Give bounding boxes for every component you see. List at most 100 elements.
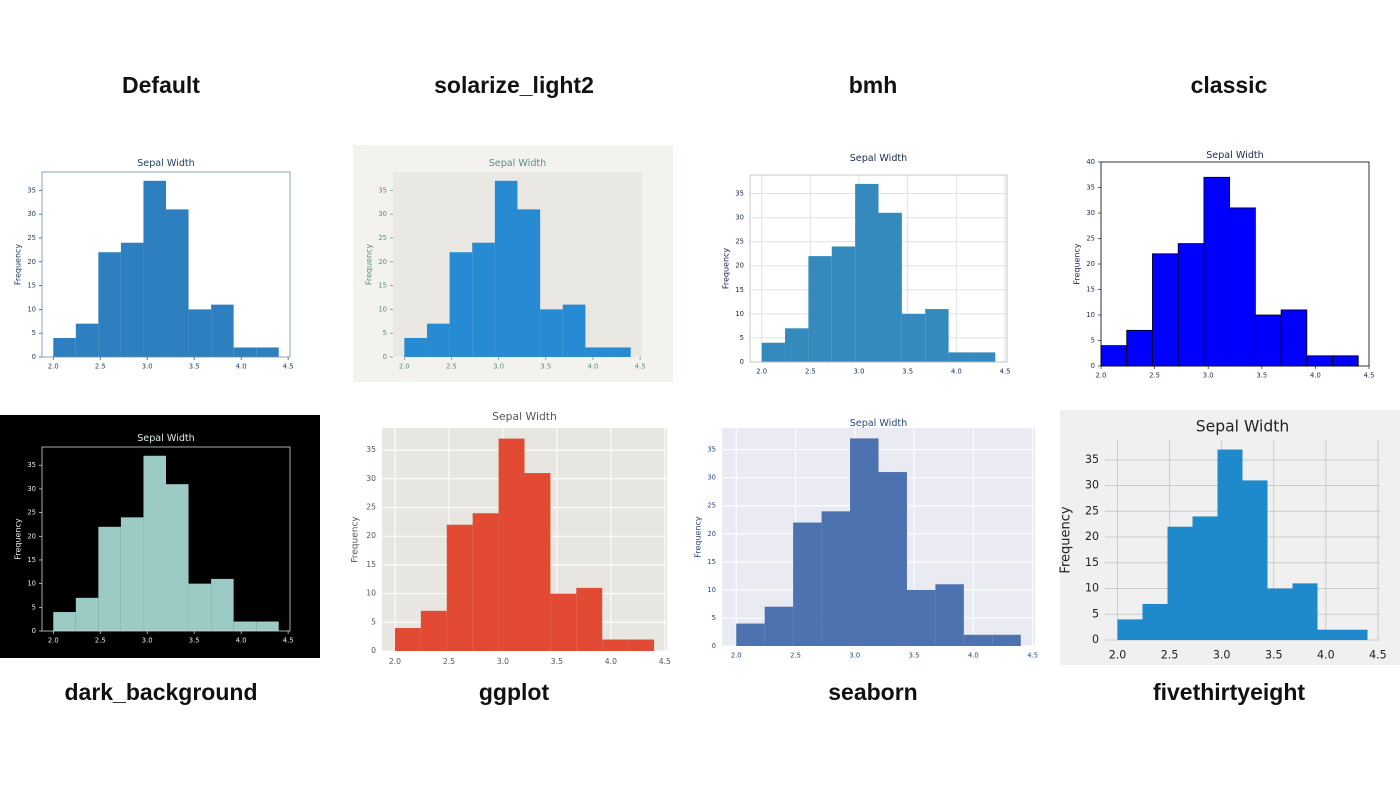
style-caption: Default (122, 72, 200, 98)
bar (143, 455, 166, 631)
x-tick-label: 2.0 (731, 652, 742, 660)
y-tick-label: 5 (712, 614, 716, 622)
y-tick-label: 25 (1085, 504, 1099, 517)
bar (906, 589, 936, 646)
bar (524, 473, 551, 651)
x-tick-label: 2.5 (1149, 372, 1160, 380)
style-caption: dark_background (65, 679, 258, 705)
x-tick-label: 3.0 (142, 363, 153, 371)
style-caption: ggplot (479, 679, 550, 705)
y-tick-label: 15 (27, 556, 36, 564)
y-axis-label: Frequency (14, 244, 23, 286)
y-tick-label: 35 (378, 186, 387, 194)
bar (1203, 176, 1231, 367)
y-tick-label: 35 (707, 446, 716, 454)
y-tick-label: 20 (735, 262, 744, 270)
bar (166, 484, 189, 631)
y-tick-label: 30 (366, 474, 376, 483)
y-tick-label: 20 (1085, 530, 1099, 543)
bar (143, 180, 166, 357)
bar (855, 183, 879, 362)
bar (98, 252, 121, 357)
y-tick-label: 0 (371, 646, 376, 655)
bar (211, 304, 234, 357)
bar (628, 639, 655, 651)
x-tick-label: 4.5 (1000, 368, 1011, 376)
bar (498, 438, 525, 651)
style-caption: solarize_light2 (434, 72, 594, 98)
bar (540, 309, 563, 357)
x-tick-label: 3.0 (493, 363, 504, 371)
bar (472, 242, 495, 357)
bar (1117, 619, 1143, 640)
chart-title: Sepal Width (137, 158, 195, 169)
y-tick-label: 5 (371, 617, 376, 626)
y-tick-label: 5 (32, 603, 36, 611)
bar (1242, 480, 1268, 640)
bar (925, 309, 949, 362)
axes-frame (749, 174, 1008, 363)
bar (120, 517, 144, 631)
bar (420, 610, 447, 651)
y-tick-label: 20 (1086, 260, 1095, 268)
y-tick-label: 35 (27, 461, 36, 469)
x-tick-label: 3.0 (1203, 372, 1214, 380)
bar (1177, 243, 1205, 367)
y-axis-label: Frequency (722, 248, 731, 290)
y-tick-label: 15 (735, 286, 744, 294)
x-tick-label: 4.0 (1317, 649, 1335, 662)
x-tick-label: 2.0 (1109, 649, 1127, 662)
bar (1100, 345, 1128, 367)
bar (935, 584, 964, 646)
y-tick-label: 10 (27, 305, 36, 313)
y-tick-label: 0 (32, 353, 36, 361)
x-tick-label: 4.0 (968, 652, 979, 660)
y-tick-label: 25 (735, 238, 744, 246)
bar (901, 313, 926, 362)
y-tick-label: 35 (27, 186, 36, 194)
bar (808, 256, 832, 362)
bar (1280, 309, 1308, 367)
y-tick-label: 5 (1091, 337, 1095, 345)
y-tick-label: 30 (27, 485, 36, 493)
y-tick-label: 25 (707, 502, 716, 510)
bar (971, 352, 996, 362)
chart-title: Sepal Width (1196, 418, 1290, 436)
x-tick-label: 3.5 (902, 368, 913, 376)
y-tick-label: 0 (32, 627, 36, 635)
bar (166, 209, 189, 357)
y-tick-label: 5 (383, 329, 387, 337)
bar (850, 438, 879, 646)
y-axis-label: Frequency (14, 518, 23, 560)
y-tick-label: 5 (740, 334, 744, 342)
style-caption: bmh (849, 72, 898, 98)
bar (449, 252, 473, 357)
x-tick-label: 2.0 (48, 637, 59, 645)
x-tick-label: 3.0 (854, 368, 865, 376)
x-tick-label: 2.5 (1161, 649, 1179, 662)
bar (1217, 449, 1243, 640)
x-tick-label: 4.0 (951, 368, 962, 376)
y-tick-label: 35 (1086, 184, 1095, 192)
x-tick-label: 3.5 (540, 363, 551, 371)
bar (1317, 629, 1343, 640)
bar (562, 304, 586, 357)
x-tick-label: 2.0 (389, 657, 401, 666)
bar (785, 328, 809, 362)
axes-frame (41, 171, 291, 358)
x-tick-label: 4.5 (283, 363, 294, 371)
style-caption: seaborn (828, 679, 917, 705)
y-tick-label: 30 (378, 210, 387, 218)
y-tick-label: 15 (1085, 556, 1099, 569)
bar (53, 612, 76, 631)
bar (98, 526, 121, 631)
bar (446, 524, 473, 651)
y-tick-label: 10 (1085, 582, 1099, 595)
x-tick-label: 4.0 (588, 363, 599, 371)
x-tick-label: 4.5 (659, 657, 671, 666)
y-tick-label: 0 (383, 353, 387, 361)
bar (793, 522, 822, 646)
x-tick-label: 4.5 (1027, 652, 1038, 660)
chart-title: Sepal Width (850, 418, 908, 429)
bar (992, 634, 1021, 646)
